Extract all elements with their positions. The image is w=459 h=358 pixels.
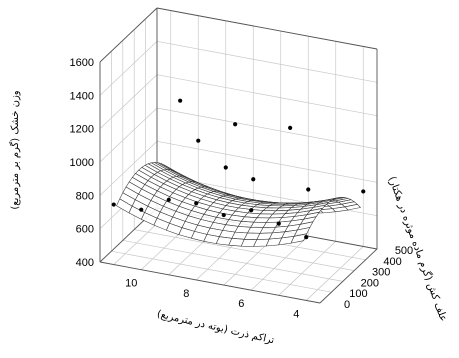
- data-point: [233, 122, 238, 127]
- ticks-layer: 400 600 800 1000 1200 1400 1600 10 8 6 4 0100200300…: [70, 57, 414, 320]
- z-tick-label: 600: [76, 224, 94, 236]
- left-wall-grid-z: [99, 41, 158, 96]
- left-wall-grid-z: [99, 107, 158, 163]
- data-point: [306, 187, 311, 192]
- z-tick-label: 800: [76, 190, 94, 202]
- data-point: [276, 221, 281, 226]
- data-point: [304, 235, 309, 240]
- back-wall-grid-z: [156, 74, 378, 117]
- back-wall-grid-z: [156, 140, 378, 183]
- data-point: [194, 201, 199, 206]
- y-tick-label: 500: [395, 245, 413, 257]
- data-point: [139, 207, 144, 212]
- data-point: [166, 197, 171, 202]
- back-wall-grid-z: [156, 107, 378, 150]
- surface-cell: [290, 233, 308, 244]
- floor-grid-x: [251, 235, 309, 291]
- floor-grid-x: [306, 246, 364, 301]
- y-tick-label: 200: [361, 277, 379, 289]
- x-tick-label: 4: [293, 308, 299, 320]
- x-tick-label: 10: [125, 278, 137, 290]
- z-tick-label: 1000: [70, 157, 94, 169]
- z-tick-label: 1600: [70, 57, 94, 69]
- x-tick-label: 6: [238, 298, 244, 310]
- data-point: [178, 98, 183, 103]
- x-tick-label: 8: [183, 288, 189, 300]
- back-wall-grid-z: [156, 40, 378, 83]
- floor-grid-y: [122, 240, 343, 282]
- floor-grid-x: [278, 241, 336, 296]
- z-tick-label: 1200: [70, 124, 94, 136]
- left-wall-grid-z: [99, 74, 158, 129]
- data-point: [249, 208, 254, 213]
- floor-grid-y: [134, 229, 355, 271]
- data-point: [196, 138, 201, 143]
- data-point: [223, 165, 228, 170]
- x-axis-label: تراکم ذرت (بوته در مترمربع): [156, 309, 276, 347]
- floor-grid-y: [111, 250, 332, 293]
- axis-frame-edge: [319, 248, 378, 304]
- z-tick-label: 400: [76, 257, 94, 269]
- data-point: [251, 177, 256, 182]
- left-wall-grid-z: [99, 141, 158, 196]
- data-point: [288, 125, 293, 130]
- axis-frame-edge: [156, 7, 378, 50]
- axis-frame-edge: [99, 261, 321, 304]
- data-point: [361, 189, 366, 194]
- data-point: [111, 202, 116, 207]
- grid-layer: [99, 7, 378, 304]
- z-axis-label: وزن خشک (گرم بر مترمربع): [9, 90, 21, 209]
- z-tick-label: 1400: [70, 90, 94, 102]
- points-layer: [111, 98, 366, 240]
- y-tick-label: 300: [372, 267, 390, 279]
- axis-frame-edge: [99, 7, 158, 63]
- y-tick-label: 100: [349, 288, 367, 300]
- data-point: [221, 212, 226, 218]
- y-tick-label: 400: [383, 256, 401, 268]
- surface-layer: [116, 162, 362, 247]
- y-tick-label: 0: [344, 299, 350, 311]
